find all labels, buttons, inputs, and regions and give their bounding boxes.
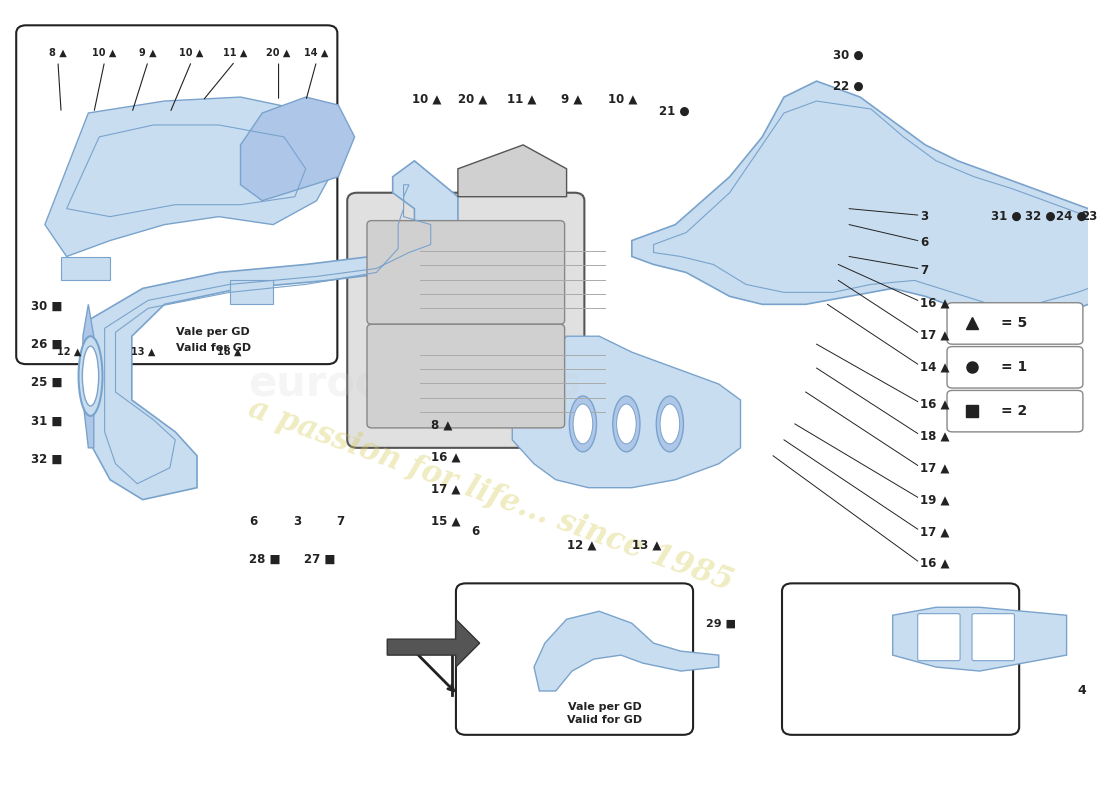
FancyBboxPatch shape: [367, 221, 564, 324]
Text: Valid for GD: Valid for GD: [176, 343, 251, 353]
Text: 27 ■: 27 ■: [304, 553, 336, 566]
Text: 15 ▲: 15 ▲: [431, 514, 460, 528]
Text: 23: 23: [1080, 210, 1097, 223]
Ellipse shape: [78, 336, 102, 416]
Text: 31 ●: 31 ●: [990, 210, 1021, 223]
Text: = 1: = 1: [1001, 360, 1027, 374]
Polygon shape: [893, 607, 1067, 671]
Ellipse shape: [657, 396, 683, 452]
Text: 11 ▲: 11 ▲: [223, 48, 248, 58]
Text: 30 ■: 30 ■: [31, 299, 63, 313]
Text: eurocarbparts: eurocarbparts: [248, 363, 581, 405]
Text: 20 ▲: 20 ▲: [458, 92, 487, 105]
Text: 11 ▲: 11 ▲: [507, 92, 536, 105]
Text: 13 ▲: 13 ▲: [131, 347, 155, 357]
Text: 20 ▲: 20 ▲: [266, 48, 290, 58]
Text: 19 ▲: 19 ▲: [920, 493, 949, 506]
Text: 12 ▲: 12 ▲: [566, 538, 596, 551]
Polygon shape: [387, 619, 480, 667]
Text: 16 ▲: 16 ▲: [920, 296, 949, 310]
Text: 10 ▲: 10 ▲: [92, 48, 117, 58]
Ellipse shape: [82, 346, 99, 406]
Text: 29 ■: 29 ■: [706, 618, 736, 628]
Text: Vale per GD: Vale per GD: [176, 327, 250, 338]
Polygon shape: [82, 304, 94, 448]
Text: 17 ▲: 17 ▲: [920, 525, 949, 538]
Text: 26 ■: 26 ■: [31, 338, 63, 350]
Text: 16 ▲: 16 ▲: [920, 398, 949, 410]
Text: 4: 4: [1078, 685, 1086, 698]
FancyBboxPatch shape: [455, 583, 693, 735]
Polygon shape: [45, 97, 339, 257]
Text: 6: 6: [920, 237, 928, 250]
Text: Vale per GD: Vale per GD: [568, 702, 641, 712]
Text: 25 ■: 25 ■: [31, 376, 63, 389]
Text: 18 ▲: 18 ▲: [920, 430, 949, 442]
Polygon shape: [88, 161, 458, 500]
Text: 17 ▲: 17 ▲: [920, 328, 949, 341]
Text: 8 ▲: 8 ▲: [50, 48, 67, 58]
Text: 28 ■: 28 ■: [250, 553, 280, 566]
Text: 17 ▲: 17 ▲: [920, 462, 949, 474]
Text: Valid for GD: Valid for GD: [568, 715, 642, 726]
Text: 16 ▲: 16 ▲: [431, 451, 460, 464]
Text: 30 ●: 30 ●: [833, 49, 864, 62]
Text: 32 ■: 32 ■: [31, 454, 63, 466]
Text: 6: 6: [471, 525, 480, 538]
Polygon shape: [513, 336, 740, 488]
Ellipse shape: [573, 404, 593, 444]
Text: 24 ●: 24 ●: [1056, 210, 1087, 223]
Text: 21 ●: 21 ●: [659, 105, 690, 118]
Text: 10 ▲: 10 ▲: [179, 48, 204, 58]
Text: 31 ■: 31 ■: [31, 415, 63, 428]
Text: 22 ●: 22 ●: [833, 80, 864, 93]
Text: 9 ▲: 9 ▲: [561, 92, 583, 105]
Polygon shape: [230, 281, 273, 304]
Text: 8 ▲: 8 ▲: [431, 419, 452, 432]
Text: 3: 3: [920, 210, 928, 223]
Ellipse shape: [660, 404, 680, 444]
Ellipse shape: [570, 396, 596, 452]
FancyBboxPatch shape: [947, 346, 1082, 388]
Text: 7: 7: [337, 514, 344, 528]
Ellipse shape: [613, 396, 640, 452]
Text: 6: 6: [250, 514, 257, 528]
Text: 18 ▲: 18 ▲: [218, 347, 242, 357]
Text: 14 ▲: 14 ▲: [920, 360, 949, 373]
Text: 13 ▲: 13 ▲: [631, 538, 661, 551]
FancyBboxPatch shape: [972, 614, 1014, 661]
FancyBboxPatch shape: [917, 614, 960, 661]
Polygon shape: [62, 257, 110, 281]
Polygon shape: [631, 81, 1100, 320]
Ellipse shape: [617, 404, 636, 444]
FancyBboxPatch shape: [782, 583, 1020, 735]
Text: 10 ▲: 10 ▲: [412, 92, 441, 105]
Text: 9 ▲: 9 ▲: [140, 48, 157, 58]
FancyBboxPatch shape: [947, 302, 1082, 344]
FancyBboxPatch shape: [16, 26, 338, 364]
Text: a passion for life... since 1985: a passion for life... since 1985: [244, 394, 737, 598]
Text: 17 ▲: 17 ▲: [431, 482, 460, 496]
Text: 3: 3: [293, 514, 300, 528]
FancyBboxPatch shape: [367, 324, 564, 428]
Text: = 5: = 5: [1001, 317, 1027, 330]
FancyBboxPatch shape: [947, 390, 1082, 432]
Text: 14 ▲: 14 ▲: [305, 48, 329, 58]
Text: = 2: = 2: [1001, 404, 1027, 418]
Polygon shape: [241, 97, 354, 201]
Polygon shape: [458, 145, 566, 197]
Text: 12 ▲: 12 ▲: [56, 347, 81, 357]
Text: 7: 7: [920, 264, 928, 278]
FancyBboxPatch shape: [348, 193, 584, 448]
Polygon shape: [534, 611, 718, 691]
Text: 32 ●: 32 ●: [1025, 210, 1056, 223]
Text: 16 ▲: 16 ▲: [920, 557, 949, 570]
Text: 10 ▲: 10 ▲: [608, 92, 637, 105]
